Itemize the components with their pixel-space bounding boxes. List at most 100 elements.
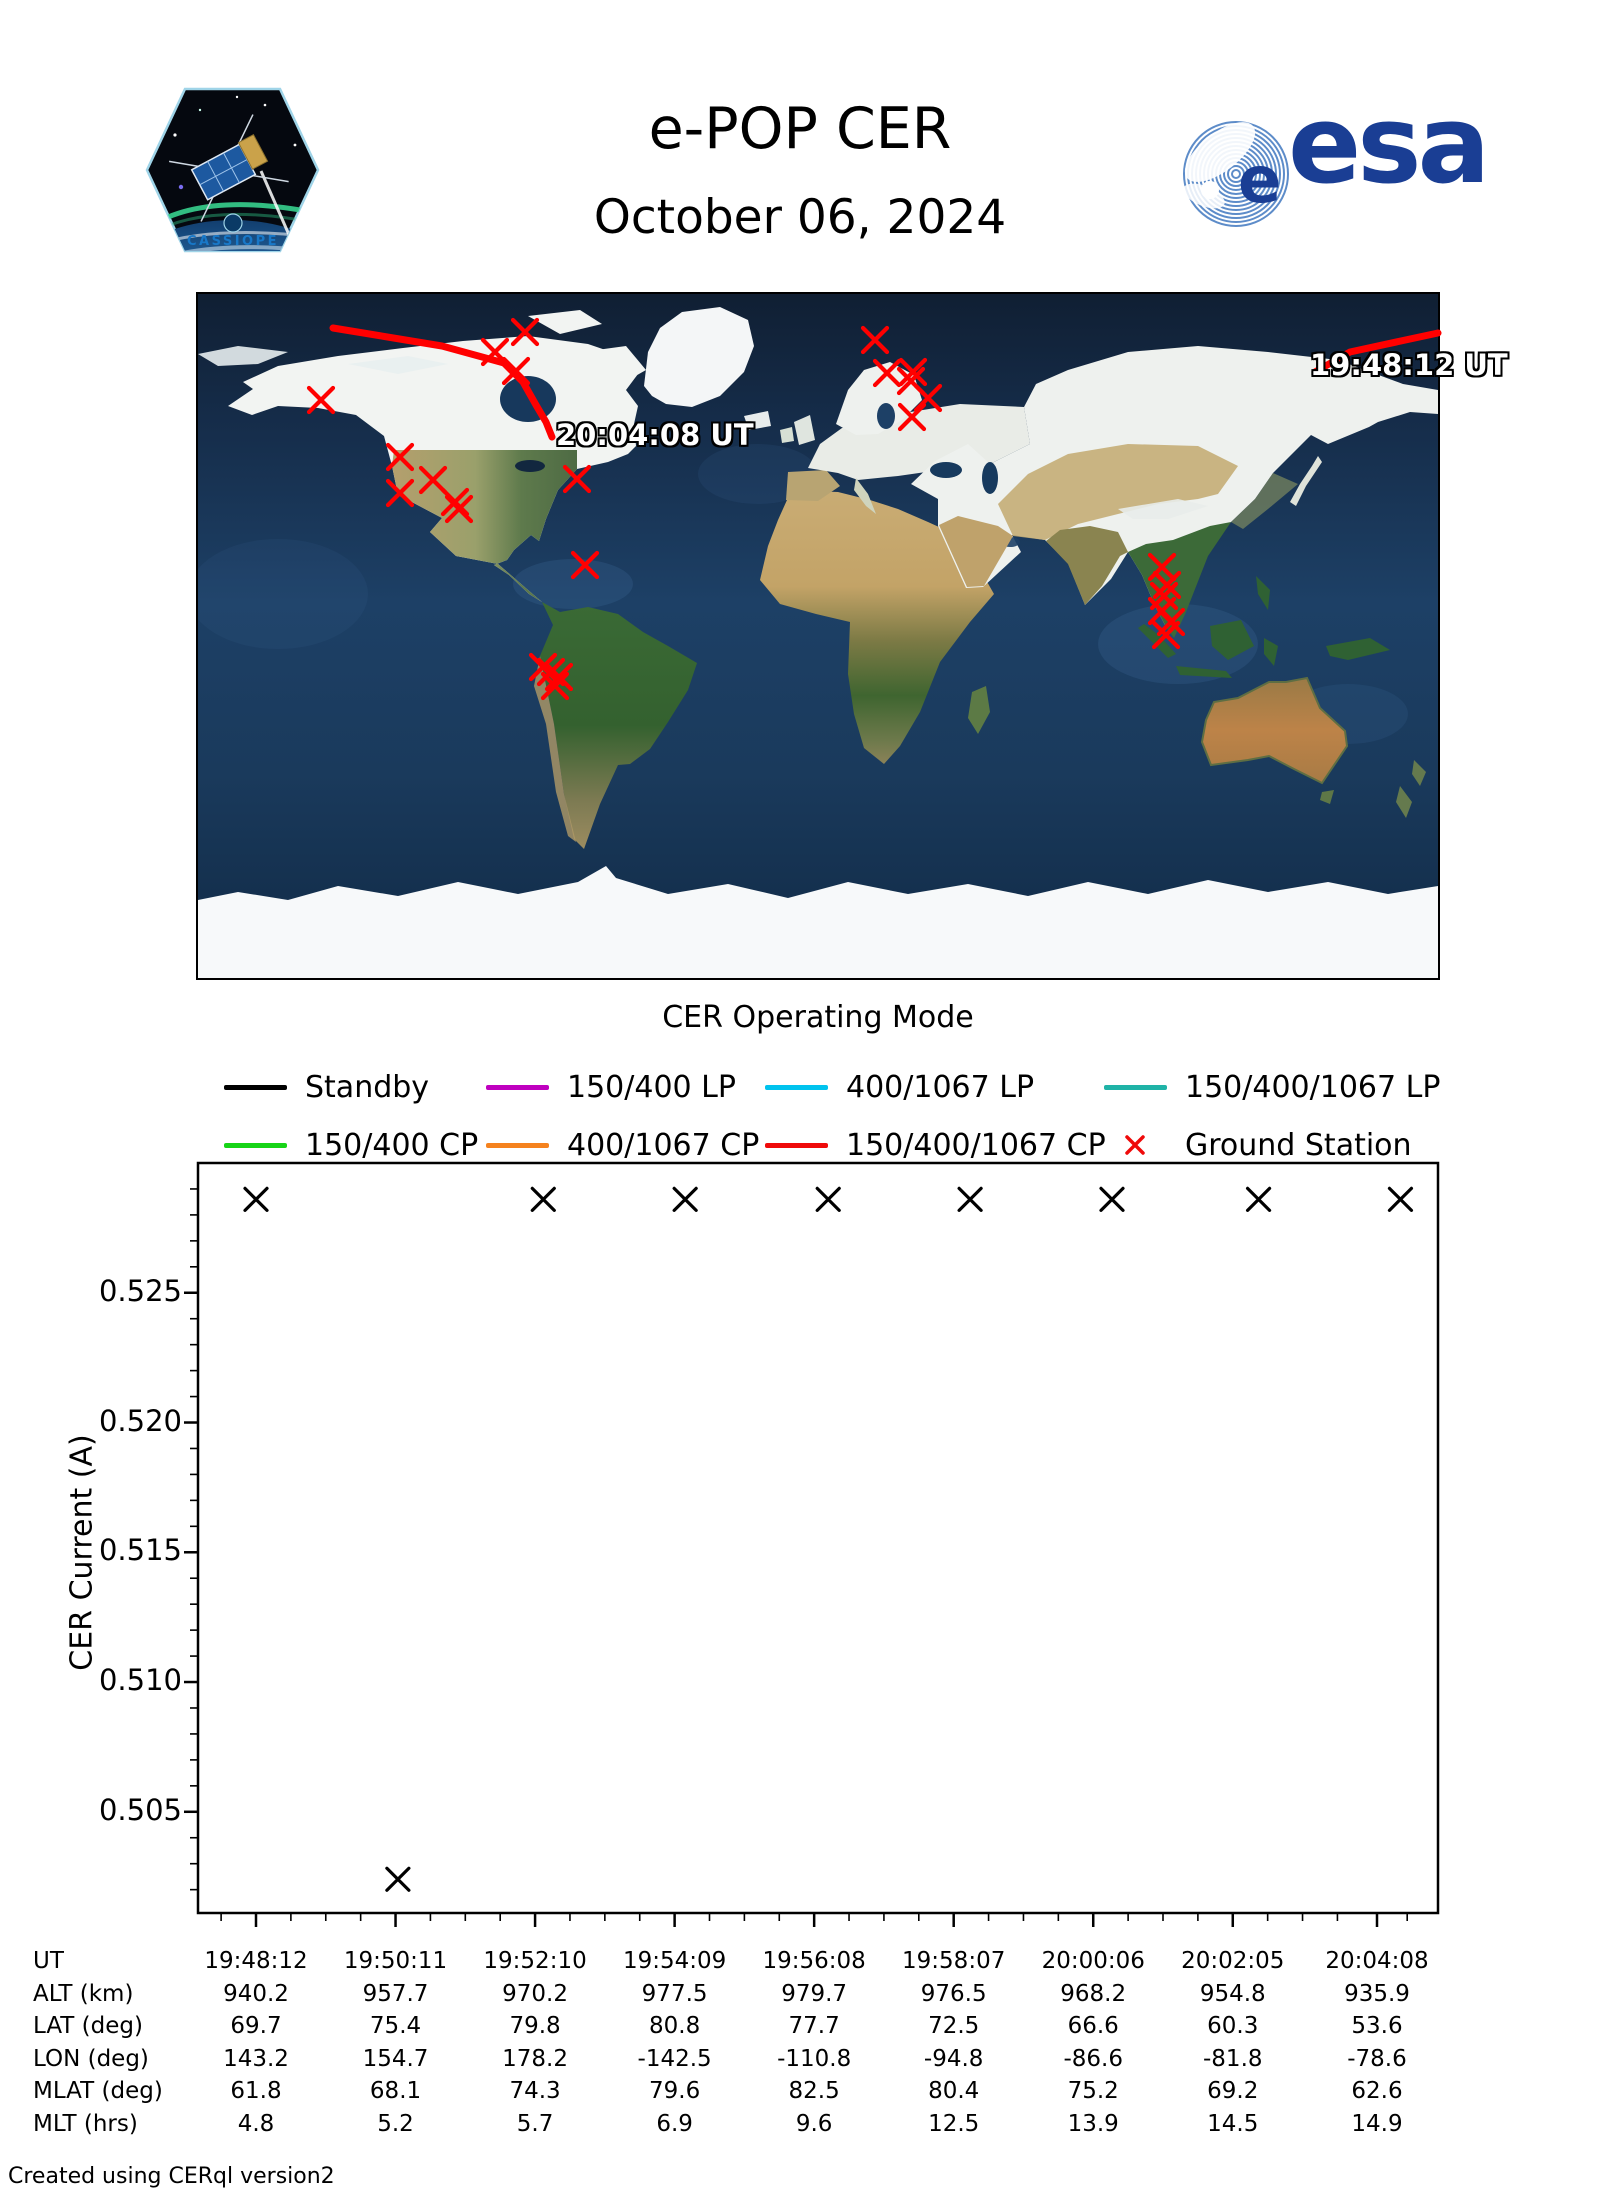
- data-point-x-marker: [672, 1186, 698, 1212]
- y-tick-label: 0.515: [98, 1533, 182, 1568]
- ground-station-marker: [510, 317, 540, 347]
- table-cell: 154.7: [362, 2045, 429, 2072]
- ground-station-marker: [385, 478, 415, 508]
- ground-track: [1311, 329, 1442, 376]
- table-cell: -94.8: [923, 2045, 984, 2072]
- ground-station-marker: [897, 402, 927, 432]
- table-cell: 75.4: [369, 2013, 422, 2039]
- legend-item: 150/400/1067 CP: [765, 1125, 1106, 1165]
- table-cell: 19:50:11: [343, 1948, 448, 1974]
- track-time-label: 20:04:08 UT: [556, 418, 754, 452]
- legend-label: 400/1067 LP: [846, 1069, 1035, 1105]
- ground-station-marker: [444, 494, 474, 524]
- data-point-x-marker: [1387, 1186, 1414, 1212]
- table-cell: 79.6: [649, 2078, 701, 2104]
- legend-title: CER Operating Mode: [662, 1000, 974, 1035]
- table-cell: 957.7: [362, 1980, 429, 2007]
- table-cell: 935.9: [1344, 1980, 1410, 2007]
- ground-station-marker: [1151, 620, 1181, 650]
- y-tick-label: 0.520: [98, 1403, 182, 1438]
- ground-station-marker: [860, 325, 890, 355]
- table-cell: 19:48:12: [204, 1948, 308, 1974]
- legend-label: Ground Station: [1185, 1127, 1412, 1163]
- table-cell: -78.6: [1347, 2045, 1407, 2072]
- ground-station-marker: [898, 357, 928, 387]
- y-axis-label: CER Current (A): [64, 1434, 100, 1671]
- table-row-label: ALT (km): [33, 1980, 134, 2007]
- data-point-x-marker: [243, 1186, 269, 1212]
- page-title: e-POP CER: [648, 96, 952, 162]
- legend-line-sample: [1104, 1084, 1167, 1090]
- legend-item: 400/1067 LP: [765, 1067, 1034, 1107]
- table-cell: 976.5: [920, 1980, 987, 2007]
- cer-current-plot: [184, 1161, 1440, 1927]
- table-cell: 20:00:06: [1041, 1948, 1145, 1974]
- table-cell: 20:02:05: [1181, 1948, 1285, 1974]
- legend-item: Ground Station: [1104, 1125, 1412, 1165]
- table-row-label: MLT (hrs): [33, 2110, 138, 2137]
- table-cell: 178.2: [502, 2045, 568, 2072]
- world-map-art: [198, 294, 1438, 978]
- table-cell: 19:56:08: [762, 1948, 866, 1974]
- table-cell: 69.2: [1207, 2078, 1259, 2104]
- legend-label: 150/400 LP: [567, 1069, 736, 1105]
- table-cell: 954.8: [1199, 1980, 1266, 2007]
- esa-wordmark: esa: [1288, 83, 1490, 208]
- x-marker-icon: [1125, 1135, 1145, 1155]
- table-cell: 977.5: [641, 1980, 708, 2007]
- table-cell: 13.9: [1067, 2110, 1119, 2137]
- legend-line-sample: [224, 1142, 287, 1148]
- table-cell: 80.4: [928, 2078, 980, 2104]
- ground-station-marker: [418, 465, 448, 495]
- ground-station-marker: [570, 550, 600, 580]
- legend-row-2: 150/400 CP 400/1067 CP 150/400/1067 CP Grou…: [0, 1125, 1600, 1165]
- table-cell: 143.2: [223, 2045, 289, 2072]
- data-point-x-marker: [1245, 1186, 1272, 1212]
- world-map: 20:04:08 UT 19:48:12 UT: [196, 292, 1508, 980]
- table-row-label: MLAT (deg): [33, 2078, 163, 2104]
- table-cell: -81.8: [1203, 2045, 1263, 2072]
- esa-globe-icon: e: [1183, 121, 1289, 227]
- table-cell: 74.3: [509, 2078, 561, 2104]
- legend-label: 400/1067 CP: [567, 1127, 760, 1163]
- table-cell: 12.5: [928, 2110, 980, 2137]
- table-row-label: LON (deg): [33, 2045, 149, 2072]
- legend-item: 400/1067 CP: [486, 1125, 759, 1165]
- ground-station-marker: [562, 464, 592, 494]
- legend-item: Standby: [224, 1067, 429, 1107]
- table-cell: 68.1: [369, 2078, 422, 2104]
- ground-track: [329, 324, 556, 441]
- table-cell: 80.8: [649, 2013, 701, 2039]
- legend-line-sample: [765, 1084, 828, 1090]
- y-tick-label: 0.505: [98, 1792, 182, 1827]
- ground-station-marker: [306, 385, 336, 415]
- cassiope-logo: CASSIOPE: [145, 87, 320, 253]
- ground-station-marker: [913, 383, 943, 413]
- legend-item: 150/400/1067 LP: [1104, 1067, 1440, 1107]
- ground-station-marker: [440, 487, 470, 517]
- ground-station-marker: [872, 358, 902, 388]
- table-cell: 979.7: [781, 1980, 848, 2007]
- legend-row-1: Standby 150/400 LP 400/1067 LP 150/400/1067…: [0, 1067, 1600, 1107]
- table-cell: 62.6: [1351, 2078, 1403, 2104]
- table-cell: 69.7: [230, 2013, 282, 2039]
- table-cell: 5.7: [516, 2110, 554, 2137]
- table-cell: 4.8: [237, 2110, 275, 2137]
- table-cell: 14.9: [1351, 2110, 1403, 2137]
- table-cell: 6.9: [656, 2110, 693, 2137]
- table-cell: 5.2: [377, 2110, 414, 2137]
- track-time-label: 19:48:12 UT: [1310, 348, 1508, 382]
- table-cell: -142.5: [637, 2045, 712, 2072]
- legend-line-sample: [224, 1084, 287, 1090]
- data-point-x-marker: [1099, 1186, 1125, 1212]
- ground-station-marker: [501, 356, 531, 386]
- table-cell: 79.8: [509, 2013, 561, 2039]
- cassiope-wordmark: CASSIOPE: [187, 234, 279, 249]
- table-row-label: LAT (deg): [33, 2013, 143, 2039]
- table-cell: 60.3: [1207, 2013, 1259, 2039]
- table-cell: 77.7: [788, 2013, 840, 2039]
- legend-item: 150/400 CP: [224, 1125, 478, 1165]
- table-cell: 9.6: [795, 2110, 833, 2137]
- table-cell: -110.8: [777, 2045, 852, 2072]
